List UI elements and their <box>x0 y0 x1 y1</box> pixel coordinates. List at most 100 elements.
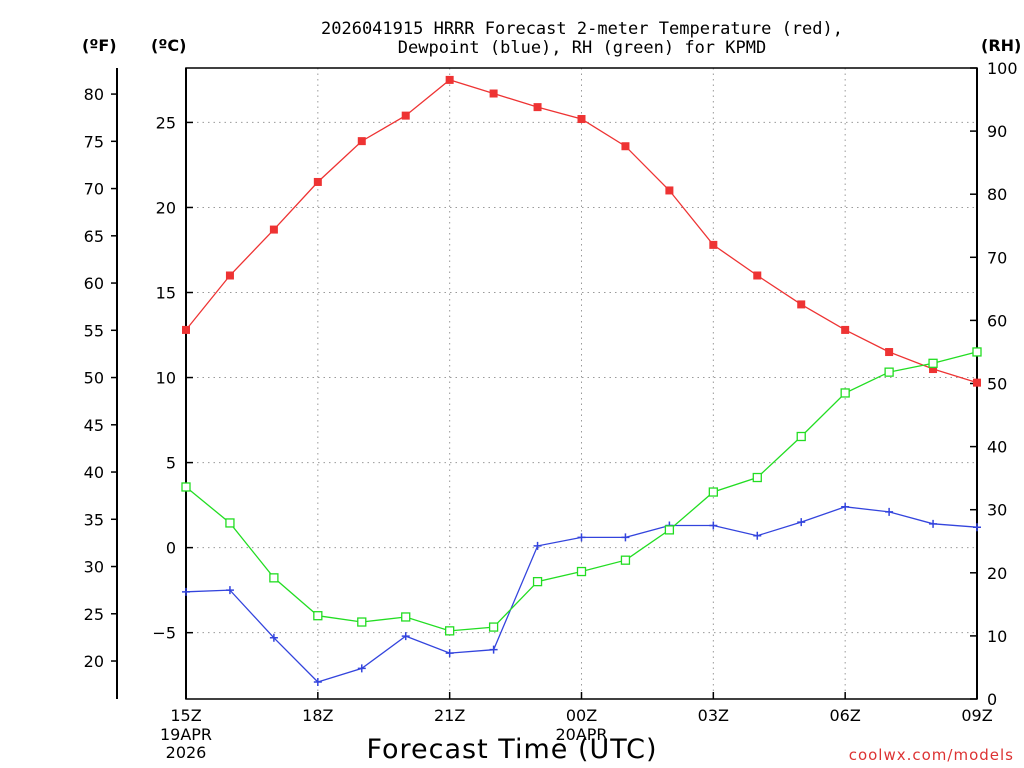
temperature-point <box>973 378 981 387</box>
rh-tick-label: 30 <box>987 501 1007 520</box>
temperature-point <box>797 300 806 309</box>
fahrenheit-tick-label: 60 <box>84 274 104 293</box>
temperature-point <box>401 111 410 120</box>
rh-tick-label: 50 <box>987 375 1007 394</box>
fahrenheit-tick-label: 25 <box>84 605 104 624</box>
time-tick-label: 09Z <box>961 706 992 725</box>
celsius-tick-label: 10 <box>156 369 176 388</box>
rh-point <box>752 472 762 483</box>
time-tick-label: 15Z <box>170 706 201 725</box>
temperature-point <box>621 142 630 151</box>
rh-point <box>708 487 718 497</box>
rh-tick-label: 40 <box>987 438 1007 457</box>
rh-tick-label: 100 <box>987 59 1018 78</box>
temperature-point <box>533 103 542 112</box>
fahrenheit-tick-label: 45 <box>84 416 104 435</box>
time-tick-label: 03Z <box>698 706 729 725</box>
rh-point <box>796 431 806 442</box>
temperature-line <box>185 79 978 384</box>
rh-point <box>972 347 982 357</box>
data-series <box>181 75 982 686</box>
temperature-point <box>445 75 454 84</box>
fahrenheit-tick-label: 65 <box>84 227 104 246</box>
rh-tick-label: 60 <box>987 311 1007 330</box>
temperature-point <box>313 177 322 186</box>
date-label: 20APR <box>555 725 607 744</box>
chart-title-line-2: Dewpoint (blue), RH (green) for KPMD <box>398 38 766 58</box>
rh-tick-label: 10 <box>987 627 1007 646</box>
rh-tick-label: 90 <box>987 122 1007 141</box>
temperature-point <box>929 365 938 374</box>
celsius-tick-label: −5 <box>152 624 176 643</box>
fahrenheit-tick-label: 50 <box>84 369 104 388</box>
temperature-point <box>182 325 190 334</box>
time-tick-label: 06Z <box>830 706 861 725</box>
fahrenheit-tick-label: 80 <box>84 85 104 104</box>
dewpoint-point <box>313 677 322 686</box>
temperature-point <box>885 348 894 357</box>
dewpoint-point <box>753 531 762 540</box>
fahrenheit-tick-label: 20 <box>84 652 104 671</box>
dewpoint-point <box>973 523 981 532</box>
rh-tick-label: 0 <box>987 690 997 709</box>
celsius-tick-label: 25 <box>156 113 176 132</box>
temperature-point <box>225 271 234 280</box>
dewpoint-point <box>269 633 278 642</box>
celsius-tick-label: 0 <box>166 539 176 558</box>
rh-point <box>620 555 631 565</box>
fahrenheit-tick-label: 75 <box>84 132 104 151</box>
rh-point <box>357 617 367 627</box>
x-axis-title: Forecast Time (UTC) <box>366 734 657 765</box>
rh-unit-label: (RH) <box>981 36 1021 55</box>
dewpoint-point <box>709 521 718 530</box>
rh-point <box>488 622 499 632</box>
fahrenheit-tick-label: 30 <box>84 558 104 577</box>
grid-lines <box>186 68 977 699</box>
time-tick-label: 21Z <box>434 706 465 725</box>
axes <box>116 67 978 700</box>
dewpoint-point <box>357 664 366 673</box>
celsius-unit-label: (ºC) <box>151 36 186 55</box>
dewpoint-point <box>445 649 454 658</box>
fahrenheit-unit-label: (ºF) <box>82 36 117 55</box>
dewpoint-line <box>185 506 978 683</box>
temperature-point <box>709 240 718 249</box>
fahrenheit-tick-label: 35 <box>84 510 104 529</box>
dewpoint-point <box>929 519 938 528</box>
temperature-point <box>841 325 850 334</box>
rh-point <box>225 518 235 528</box>
temperature-point <box>357 137 366 146</box>
temperature-point <box>489 89 498 98</box>
temperature-point <box>665 186 674 195</box>
date-label: 19APR <box>160 725 212 744</box>
rh-point <box>928 358 938 368</box>
dewpoint-point <box>182 587 190 596</box>
rh-point <box>445 626 455 636</box>
rh-point <box>576 566 587 577</box>
rh-point <box>181 482 191 492</box>
celsius-tick-label: 15 <box>156 284 176 303</box>
rh-point <box>269 573 279 583</box>
dewpoint-point <box>489 645 498 654</box>
rh-point <box>313 611 323 621</box>
site-credit: coolwx.com/models <box>849 746 1014 764</box>
chart-title-line-1: 2026041915 HRRR Forecast 2-meter Tempera… <box>321 19 843 39</box>
temperature-point <box>577 115 586 124</box>
dewpoint-point <box>621 533 630 542</box>
celsius-tick-label: 5 <box>166 454 176 473</box>
temperature-point <box>269 225 278 234</box>
rh-point <box>401 612 411 622</box>
fahrenheit-tick-label: 70 <box>84 180 104 199</box>
time-tick-label: 00Z <box>566 706 597 725</box>
rh-tick-label: 70 <box>987 248 1007 267</box>
dewpoint-point <box>225 586 234 595</box>
time-tick-label: 18Z <box>302 706 333 725</box>
rh-point <box>532 576 543 587</box>
fahrenheit-tick-label: 40 <box>84 463 104 482</box>
celsius-tick-label: 20 <box>156 198 176 217</box>
rh-point <box>884 367 894 377</box>
rh-tick-label: 80 <box>987 185 1007 204</box>
dewpoint-point <box>885 507 894 516</box>
